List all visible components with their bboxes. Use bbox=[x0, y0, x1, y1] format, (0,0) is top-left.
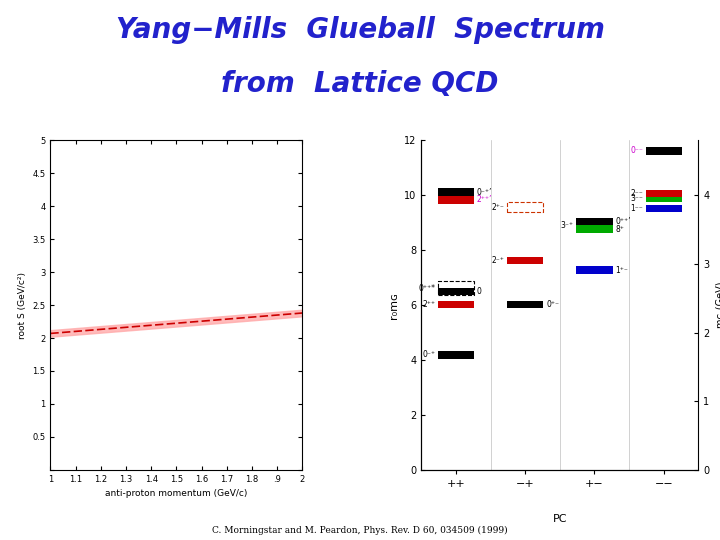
Y-axis label: mɢ (GeV): mɢ (GeV) bbox=[715, 282, 720, 328]
Text: PC: PC bbox=[553, 514, 567, 524]
X-axis label: anti-proton momentum (GeV/c): anti-proton momentum (GeV/c) bbox=[105, 489, 248, 498]
Text: 0⁻⁺’: 0⁻⁺’ bbox=[477, 187, 492, 197]
Text: 0⁺⁺*: 0⁺⁺* bbox=[418, 284, 435, 293]
Bar bbox=[646, 195, 682, 202]
Text: 3⁻⁻: 3⁻⁻ bbox=[630, 194, 643, 203]
Y-axis label: r₀mɢ: r₀mɢ bbox=[389, 292, 399, 319]
Bar bbox=[577, 222, 613, 230]
Text: 3⁻⁺: 3⁻⁺ bbox=[561, 221, 574, 230]
Bar bbox=[646, 147, 682, 154]
Bar bbox=[438, 287, 474, 295]
Bar bbox=[577, 218, 613, 226]
Text: C. Morningstar and M. Peardon, Phys. Rev. D 60, 034509 (1999): C. Morningstar and M. Peardon, Phys. Rev… bbox=[212, 525, 508, 535]
Text: 2⁻⁺: 2⁻⁺ bbox=[492, 256, 505, 265]
Text: 0: 0 bbox=[477, 287, 482, 295]
Bar bbox=[438, 188, 474, 196]
Text: from  Lattice QCD: from Lattice QCD bbox=[221, 70, 499, 98]
Text: 2⁻⁻: 2⁻⁻ bbox=[630, 188, 643, 198]
Text: 8⁺: 8⁺ bbox=[616, 225, 624, 234]
Text: Yang−Mills  Glueball  Spectrum: Yang−Mills Glueball Spectrum bbox=[116, 16, 604, 44]
Bar bbox=[438, 281, 474, 295]
Bar bbox=[507, 202, 543, 212]
Text: 2⁺⁺’: 2⁺⁺’ bbox=[477, 195, 492, 204]
Text: 1⁻⁻: 1⁻⁻ bbox=[630, 204, 643, 213]
Text: 0⁺⁻: 0⁺⁻ bbox=[546, 300, 559, 309]
Bar bbox=[577, 266, 613, 274]
Text: 0⁻⁻: 0⁻⁻ bbox=[630, 146, 643, 156]
Text: 0⁻⁺: 0⁻⁺ bbox=[422, 350, 435, 359]
Y-axis label: root S (GeV/c²): root S (GeV/c²) bbox=[18, 272, 27, 339]
Bar bbox=[438, 196, 474, 204]
Text: 2⁺⁺: 2⁺⁺ bbox=[422, 300, 435, 309]
Bar bbox=[577, 226, 613, 233]
Bar bbox=[438, 301, 474, 308]
Text: 0⁺⁺’: 0⁺⁺’ bbox=[616, 217, 631, 226]
Text: 2⁺⁻: 2⁺⁻ bbox=[492, 202, 505, 212]
Bar bbox=[438, 351, 474, 359]
Bar bbox=[646, 190, 682, 197]
Bar bbox=[507, 257, 543, 265]
Bar bbox=[646, 205, 682, 212]
Bar bbox=[507, 301, 543, 308]
Text: 1⁺⁻: 1⁺⁻ bbox=[616, 266, 628, 275]
